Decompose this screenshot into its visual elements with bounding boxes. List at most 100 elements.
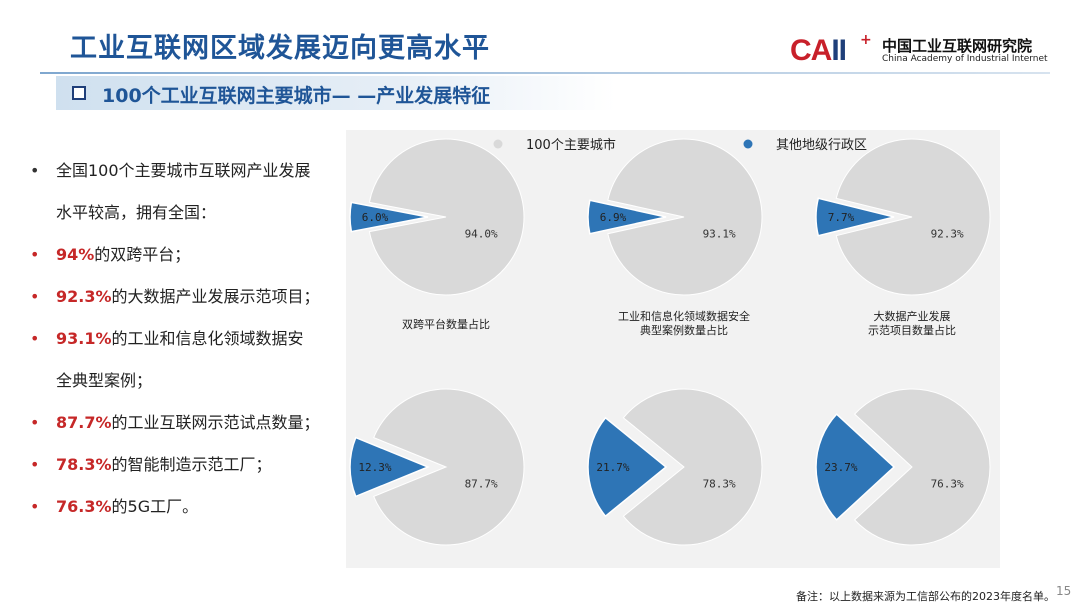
pie-slice-main-cities [368,138,525,296]
value-label-other: 6.0% [362,211,389,224]
pie-slice-other-regions [587,199,667,235]
pie-chart: 78.3% 21.7% 智能制造示范工厂数量占比 [587,388,763,568]
bullet-body: 的工业和信息化领域数据安 [111,329,304,348]
pie-slice-other-regions [349,436,430,498]
page-number: 15 [1056,584,1072,598]
pie-caption: 示范项目数量占比 [868,323,956,337]
section-subtitle: 100个工业互联网主要城市— —产业发展特征 [102,85,491,107]
logo-name-cn: 中国工业互联网研究院 [882,37,1033,55]
pie-caption: 工业和信息化领域数据安全 [618,309,750,323]
pie-slice-other-regions [349,201,429,233]
value-label-main: 93.1% [703,227,736,240]
bullet-dot-icon: • [30,413,40,432]
pie-caption: 双跨平台数量占比 [402,317,490,331]
pie-caption: 大数据产业发展 [874,309,951,323]
bullet-item: 水平较高，拥有全国： [22,192,352,234]
page-title: 工业互联网区域发展迈向更高水平 [70,33,490,64]
value-label-other: 21.7% [596,461,629,474]
bullet-body: 全典型案例； [56,371,153,390]
bullet-text: 92.3%的大数据产业发展示范项目； [56,276,320,318]
pie-caption: 工业互联网示范试点数量占比 [375,567,518,568]
bullet-dot-icon: • [30,329,40,348]
bullet-highlight: 92.3% [56,287,112,306]
pie-slice-main-cities [622,388,763,546]
bullet-item: • 93.1%的工业和信息化领域数据安 [22,318,352,360]
value-label-main: 87.7% [465,477,498,490]
bullet-dot-icon: • [30,497,40,516]
bullet-item: • 87.7%的工业互联网示范试点数量； [22,402,352,444]
pie-slice-main-cities [373,388,525,546]
pie-caption: 智能制造示范工厂数量占比 [618,567,750,568]
value-label-main: 94.0% [465,227,498,240]
value-label-other: 7.7% [828,211,855,224]
bullet-highlight: 78.3% [56,455,112,474]
bullet-item: • 92.3%的大数据产业发展示范项目； [22,276,352,318]
pie-chart: 94.0% 6.0% 双跨平台数量占比 [349,138,525,331]
bullet-body: 的工业互联网示范试点数量； [111,413,320,432]
bullet-body: 水平较高，拥有全国： [56,203,217,222]
pie-slice-main-cities [853,388,991,546]
square-bullet-icon [72,86,86,100]
bullet-text: 76.3%的5G工厂。 [56,486,198,528]
pie-caption: 典型案例数量占比 [640,323,728,337]
pie-slice-other-regions [815,413,896,521]
pie-slice-other-regions [815,197,895,237]
bullet-body: 的大数据产业发展示范项目； [111,287,320,306]
pie-charts: 100个主要城市 其他地级行政区 94.0% 6.0% 双跨平台数量占比 93.1% 6.9… [349,137,991,568]
pie-slice-main-cities [835,138,991,296]
bullet-highlight: 93.1% [56,329,112,348]
bullet-highlight: 76.3% [56,497,112,516]
chart-legend: 100个主要城市 其他地级行政区 [493,137,867,153]
pie-caption: 5G工厂数量占比 [871,567,953,568]
bullet-text: 78.3%的智能制造示范工厂； [56,444,272,486]
bullet-dot-icon: • [30,287,40,306]
bullet-body: 的双跨平台； [94,245,191,264]
bullet-body: 的5G工厂。 [111,497,199,516]
value-label-main: 76.3% [931,477,964,490]
legend-marker [493,139,503,149]
bullet-text: 水平较高，拥有全国： [56,192,216,234]
legend-marker [743,139,753,149]
logo-mark-part2: II [831,34,847,67]
logo-mark: CAII [790,34,847,68]
bullet-dot-icon: • [30,161,40,180]
bullet-highlight: 87.7% [56,413,112,432]
bullet-item: • 76.3%的5G工厂。 [22,486,352,528]
header-divider [40,72,1050,74]
value-label-other: 6.9% [600,211,627,224]
pie-chart: 87.7% 12.3% 工业互联网示范试点数量占比 [349,388,525,568]
pie-slice-main-cities [607,138,763,296]
bullet-text: 全典型案例； [56,360,152,402]
bullet-text: 94%的双跨平台； [56,234,190,276]
bullet-item: • 78.3%的智能制造示范工厂； [22,444,352,486]
footnote: 备注：以上数据来源为工信部公布的2023年度名单。 [796,590,1055,603]
legend-label: 100个主要城市 [526,137,616,153]
pie-slice-other-regions [587,416,668,518]
pie-chart: 76.3% 23.7% 5G工厂数量占比 [815,388,991,568]
value-label-other: 12.3% [358,461,391,474]
bullet-item: • 全国100个主要城市互联网产业发展 [22,150,352,192]
caii-logo: CAII + 中国工业互联网研究院 China Academy of Indus… [790,32,1050,72]
bullet-highlight: 94% [56,245,95,264]
bullet-body: 的智能制造示范工厂； [111,455,272,474]
bullet-dot-icon: • [30,245,40,264]
value-label-main: 92.3% [931,227,964,240]
bullet-text: 87.7%的工业互联网示范试点数量； [56,402,320,444]
bullet-item: • 94%的双跨平台； [22,234,352,276]
value-label-main: 78.3% [703,477,736,490]
bullet-item: 全典型案例； [22,360,352,402]
legend-label: 其他地级行政区 [776,138,867,153]
bullet-dot-icon: • [30,455,40,474]
chart-panel: 100个主要城市 其他地级行政区 94.0% 6.0% 双跨平台数量占比 93.1% 6.9… [346,130,1000,568]
logo-name-en: China Academy of Industrial Internet [882,54,1048,64]
logo-mark-part1: CA [790,34,832,67]
value-label-other: 23.7% [824,461,857,474]
logo-plus: + [860,32,872,48]
bullet-text: 93.1%的工业和信息化领域数据安 [56,318,304,360]
bullet-body: 全国100个主要城市互联网产业发展 [56,161,311,180]
bullet-text: 全国100个主要城市互联网产业发展 [56,150,311,192]
bullet-list: • 全国100个主要城市互联网产业发展 水平较高，拥有全国： • 94%的双跨平台； • 9… [22,150,352,528]
subtitle-bar [56,76,616,110]
